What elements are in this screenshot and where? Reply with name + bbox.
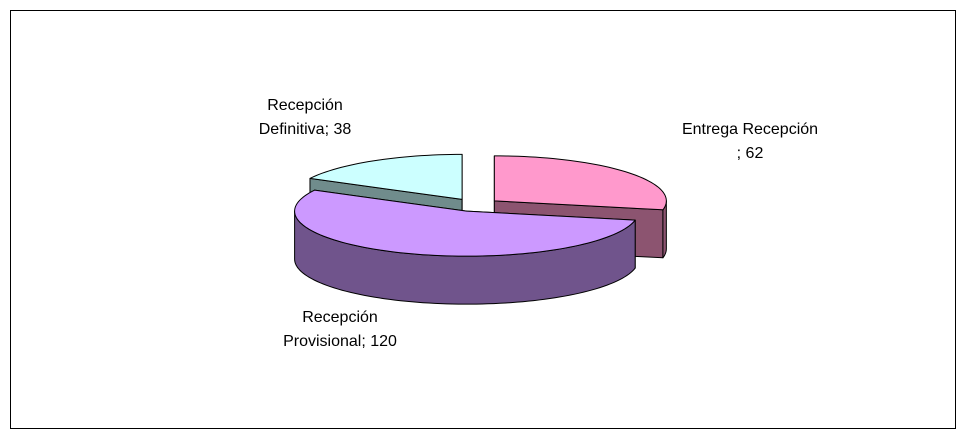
data-label: Recepción Definitiva; 38	[240, 94, 370, 142]
chart-frame	[10, 10, 956, 429]
pie-slice	[294, 189, 636, 305]
category-label: Recepción Definitiva	[258, 97, 343, 138]
category-label: Recepción Provisional	[283, 309, 378, 350]
value-label: ; 38	[324, 121, 352, 138]
value-label: ; 62	[736, 145, 764, 162]
category-label: Entrega Recepción	[681, 121, 819, 138]
slice-top	[309, 153, 463, 200]
slice-top	[294, 189, 636, 257]
data-label: Entrega Recepción ; 62	[650, 118, 850, 166]
value-label: ; 120	[361, 333, 397, 350]
data-label: Recepción Provisional; 120	[265, 306, 415, 354]
slice-top	[493, 155, 667, 211]
